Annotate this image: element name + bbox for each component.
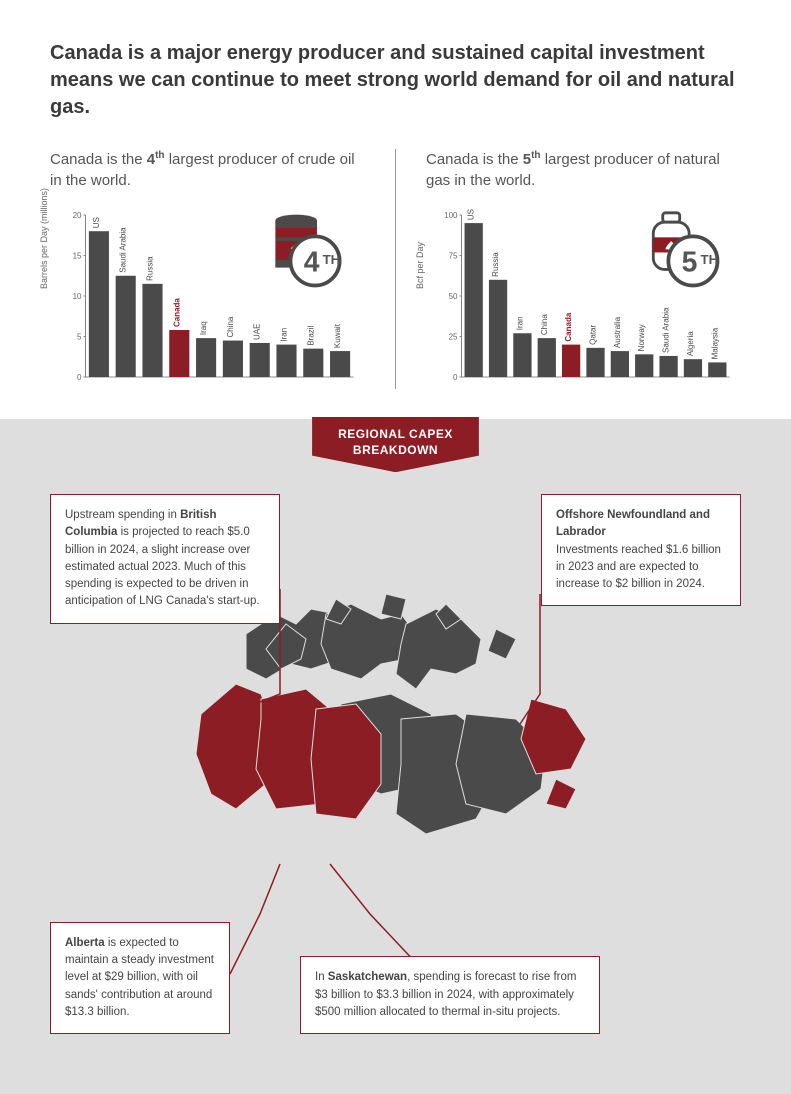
svg-text:Russia: Russia (491, 252, 500, 277)
svg-text:Iran: Iran (280, 328, 289, 342)
svg-text:0: 0 (77, 373, 82, 382)
callout-nl: Offshore Newfoundland and LabradorInvest… (541, 494, 741, 606)
oil-ylabel: Barrels per Day (millions) (39, 188, 49, 289)
svg-text:Iran: Iran (515, 316, 524, 330)
svg-text:25: 25 (449, 333, 458, 342)
map-region-sk (311, 704, 381, 819)
callout-sk: In Saskatchewan, spending is forecast to… (300, 956, 600, 1034)
svg-text:50: 50 (449, 292, 458, 301)
charts-row: Canada is the 4th largest producer of cr… (50, 149, 741, 389)
oil-caption: Canada is the 4th largest producer of cr… (50, 149, 365, 191)
svg-text:US: US (92, 217, 101, 228)
section-banner: REGIONAL CAPEXBREAKDOWN (312, 417, 479, 472)
svg-text:5: 5 (682, 246, 698, 278)
svg-text:20: 20 (73, 211, 82, 220)
gas-caption: Canada is the 5th largest producer of na… (426, 149, 741, 191)
svg-text:China: China (226, 316, 235, 337)
svg-text:China: China (540, 314, 549, 335)
oil-barrel-icon: 4 TH (260, 209, 355, 294)
svg-text:Kuwait: Kuwait (333, 323, 342, 348)
svg-text:TH: TH (701, 252, 719, 267)
callout-ab: Alberta is expected to maintain a steady… (50, 922, 230, 1034)
svg-text:Iraq: Iraq (199, 321, 208, 335)
svg-text:TH: TH (323, 252, 341, 267)
gas-chart-panel: Canada is the 5th largest producer of na… (396, 149, 741, 389)
svg-text:Norway: Norway (637, 324, 646, 351)
svg-text:Brazil: Brazil (306, 325, 315, 345)
svg-text:10: 10 (73, 292, 82, 301)
svg-text:UAE: UAE (253, 324, 262, 340)
svg-text:US: US (467, 209, 476, 220)
svg-text:Canada: Canada (564, 312, 573, 341)
svg-text:100: 100 (444, 211, 458, 220)
svg-text:0: 0 (453, 373, 458, 382)
oil-chart-panel: Canada is the 4th largest producer of cr… (50, 149, 396, 389)
svg-text:75: 75 (449, 252, 458, 261)
svg-text:Algeria: Algeria (686, 331, 695, 356)
svg-text:Qatar: Qatar (589, 324, 598, 344)
svg-text:Saudi Arabia: Saudi Arabia (662, 307, 671, 353)
page-headline: Canada is a major energy producer and su… (50, 40, 741, 121)
svg-text:4: 4 (304, 246, 320, 278)
svg-text:Canada: Canada (172, 298, 181, 327)
svg-text:15: 15 (73, 252, 82, 261)
svg-text:Russia: Russia (146, 256, 155, 281)
gas-ylabel: Bcf per Day (415, 242, 425, 289)
gas-tank-icon: 5 TH (636, 209, 731, 294)
svg-text:Australia: Australia (613, 316, 622, 348)
canada-map (186, 584, 606, 934)
svg-text:Malaysia: Malaysia (710, 327, 719, 359)
svg-text:Saudi Arabia: Saudi Arabia (119, 227, 128, 273)
callout-bc: Upstream spending in British Columbia is… (50, 494, 280, 624)
svg-text:5: 5 (77, 333, 82, 342)
regional-capex-section: REGIONAL CAPEXBREAKDOWN (0, 419, 791, 1094)
